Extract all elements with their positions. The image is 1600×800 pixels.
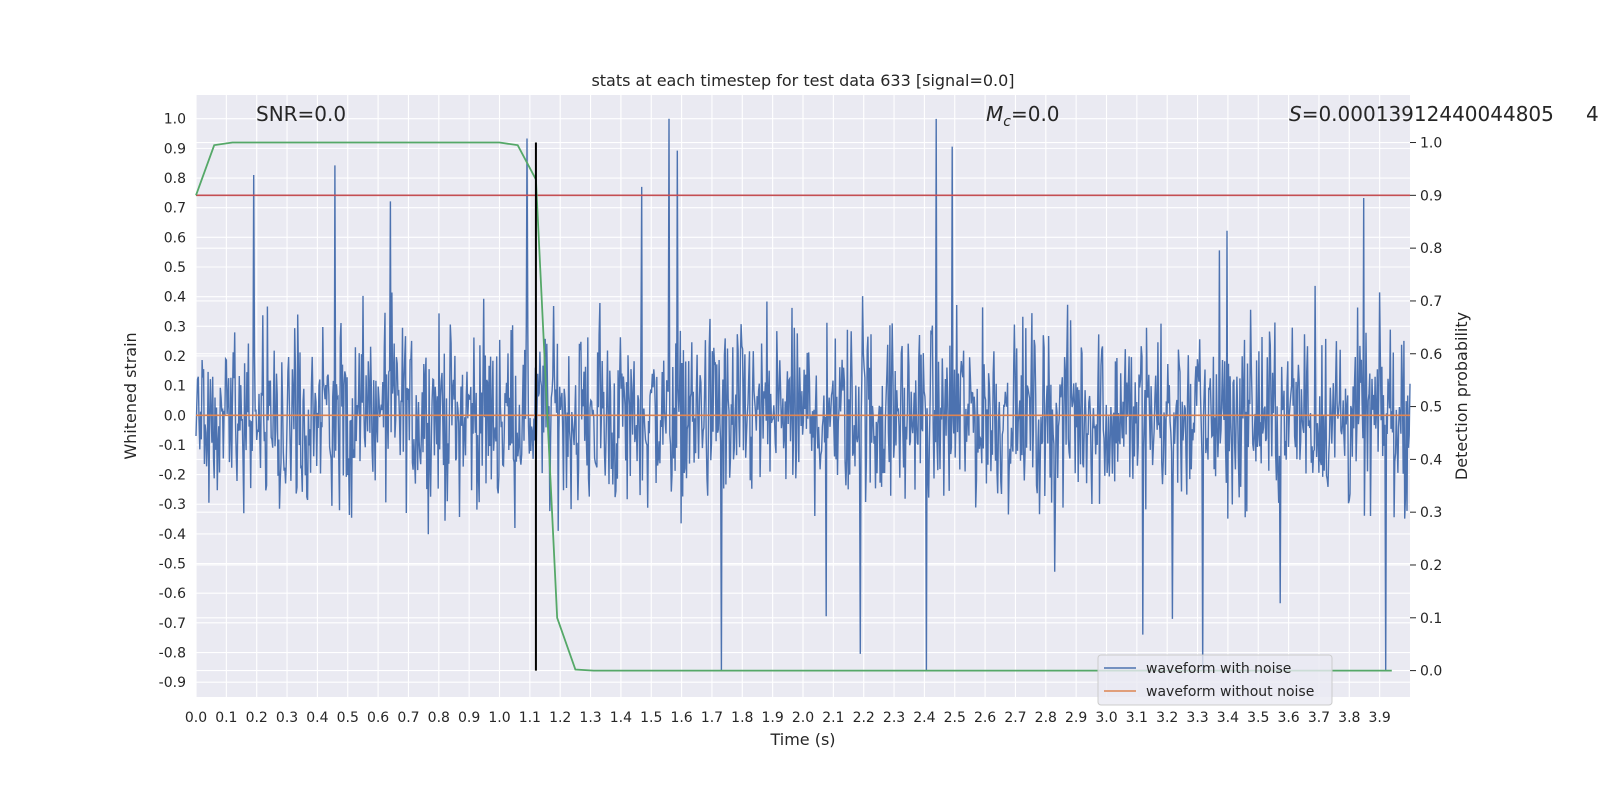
x-tick-label: 1.3: [579, 710, 601, 726]
y-tick-label: -0.7: [159, 616, 186, 632]
x-tick-label: 2.9: [1065, 710, 1087, 726]
x-tick-label: 1.8: [731, 710, 753, 726]
y-tick-label: 0.8: [164, 171, 186, 187]
y2-tick-label: 0.6: [1420, 347, 1442, 363]
y2-axis-ticks: 1.0 0.9 0.8 0.7 0.6 0.5 0.4 0.3 0.2 0.1 0.0: [1410, 136, 1442, 680]
s-symbol: S: [1289, 102, 1302, 126]
x-tick-label: 2.8: [1035, 710, 1057, 726]
y2-tick-label: 0.1: [1420, 611, 1442, 627]
x-axis-ticks: 0.0 0.1 0.2 0.3 0.4 0.5 0.6 0.7 0.8 0.9 1.0 1.1 1.2 1…: [185, 710, 1391, 726]
legend-label-without-noise: waveform without noise: [1146, 684, 1314, 700]
x-tick-label: 1.6: [670, 710, 692, 726]
chirp-mass-subscript: c: [1003, 114, 1011, 130]
chirp-mass-symbol: M: [986, 102, 1003, 126]
chirp-mass-annotation: Mc=0.0: [986, 102, 1060, 130]
y-tick-label: 0.1: [164, 379, 186, 395]
y-tick-label: -0.4: [159, 527, 186, 543]
y2-tick-label: 0.0: [1420, 664, 1442, 680]
y2-tick-label: 0.5: [1420, 400, 1442, 416]
y2-tick-label: 0.4: [1420, 452, 1442, 468]
y-tick-label: -0.5: [159, 557, 186, 573]
y2-tick-label: 1.0: [1420, 136, 1442, 152]
y-tick-label: -0.8: [159, 646, 186, 662]
s-annotation-overflow: 4: [1586, 102, 1599, 126]
x-tick-label: 0.0: [185, 710, 207, 726]
x-tick-label: 3.2: [1156, 710, 1178, 726]
x-tick-label: 2.2: [853, 710, 875, 726]
legend-label-with-noise: waveform with noise: [1146, 661, 1291, 677]
x-tick-label: 3.0: [1095, 710, 1117, 726]
x-tick-label: 3.3: [1186, 710, 1208, 726]
x-tick-label: 1.2: [549, 710, 571, 726]
x-tick-label: 2.0: [792, 710, 814, 726]
x-tick-label: 1.1: [519, 710, 541, 726]
chart-title: stats at each timestep for test data 633…: [591, 71, 1014, 90]
legend-box: [1097, 654, 1333, 706]
x-tick-label: 1.0: [488, 710, 510, 726]
x-tick-label: 2.1: [822, 710, 844, 726]
y2-tick-label: 0.9: [1420, 188, 1442, 204]
y-tick-label: 0.2: [164, 349, 186, 365]
series-waveform-with-noise: [195, 118, 1411, 671]
y-tick-label: 0.7: [164, 201, 186, 217]
x-tick-label: 1.7: [701, 710, 723, 726]
y2-axis-label: Detection probability: [1452, 312, 1471, 480]
x-tick-label: 2.4: [913, 710, 935, 726]
x-tick-label: 1.5: [640, 710, 662, 726]
snr-annotation: SNR=0.0: [256, 102, 346, 126]
y-tick-label: -0.2: [159, 468, 186, 484]
x-tick-label: 3.7: [1308, 710, 1330, 726]
y2-tick-label: 0.3: [1420, 505, 1442, 521]
x-tick-label: 3.6: [1277, 710, 1299, 726]
legend: waveform with noise waveform without noi…: [1097, 654, 1333, 706]
x-tick-label: 3.1: [1126, 710, 1148, 726]
x-tick-label: 0.3: [276, 710, 298, 726]
y2-tick-label: 0.7: [1420, 294, 1442, 310]
x-tick-label: 0.1: [215, 710, 237, 726]
y-tick-label: -0.3: [159, 497, 186, 513]
y-tick-label: 1.0: [164, 112, 186, 128]
series-detection-probability: [195, 141, 1392, 672]
series-layer: [195, 118, 1411, 672]
x-tick-label: 0.4: [306, 710, 328, 726]
x-tick-label: 0.5: [337, 710, 359, 726]
x-axis-label: Time (s): [769, 730, 835, 749]
s-value: =0.00013912440044805: [1302, 102, 1554, 126]
x-tick-label: 3.4: [1217, 710, 1239, 726]
x-tick-label: 3.9: [1369, 710, 1391, 726]
x-tick-label: 2.7: [1004, 710, 1026, 726]
y-tick-label: -0.1: [159, 438, 186, 454]
x-tick-label: 0.6: [367, 710, 389, 726]
y-tick-label: -0.6: [159, 586, 186, 602]
y-axis-label: Whitened strain: [121, 332, 140, 459]
x-tick-label: 1.4: [610, 710, 632, 726]
x-tick-label: 0.8: [428, 710, 450, 726]
y2-tick-label: 0.2: [1420, 558, 1442, 574]
y2-tick-label: 0.8: [1420, 241, 1442, 257]
x-tick-label: 2.6: [974, 710, 996, 726]
x-tick-label: 2.5: [944, 710, 966, 726]
y-tick-label: 0.9: [164, 141, 186, 157]
s-annotation: S=0.00013912440044805: [1289, 102, 1554, 126]
chirp-mass-value: =0.0: [1011, 102, 1060, 126]
y-tick-label: 0.6: [164, 230, 186, 246]
x-tick-label: 2.3: [883, 710, 905, 726]
y-axis-ticks: 1.0 0.9 0.8 0.7 0.6 0.5 0.4 0.3 0.2 0.1 0.0 -0.1 -0.…: [159, 112, 186, 691]
y-tick-label: 0.0: [164, 408, 186, 424]
x-tick-label: 0.2: [246, 710, 268, 726]
x-tick-label: 0.9: [458, 710, 480, 726]
y-tick-label: 0.4: [164, 290, 186, 306]
y-tick-label: 0.5: [164, 260, 186, 276]
y-tick-label: -0.9: [159, 675, 186, 691]
x-tick-label: 3.5: [1247, 710, 1269, 726]
x-tick-label: 3.8: [1338, 710, 1360, 726]
x-tick-label: 1.9: [762, 710, 784, 726]
y-tick-label: 0.3: [164, 319, 186, 335]
x-tick-label: 0.7: [397, 710, 419, 726]
